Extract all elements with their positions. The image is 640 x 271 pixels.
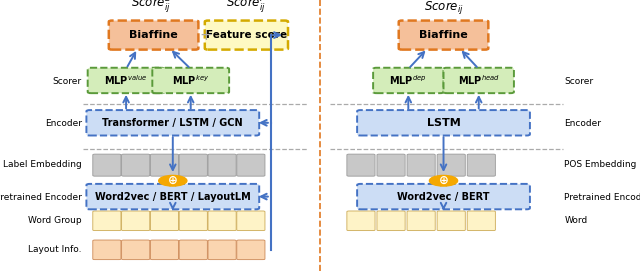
Text: MLP$^{\mathit{key}}$: MLP$^{\mathit{key}}$ <box>172 73 209 87</box>
Text: Label Embedding: Label Embedding <box>3 160 82 169</box>
FancyBboxPatch shape <box>347 211 375 231</box>
FancyBboxPatch shape <box>88 68 164 93</box>
Text: Encoder: Encoder <box>45 119 82 128</box>
Text: Scorer: Scorer <box>52 77 82 86</box>
FancyBboxPatch shape <box>179 211 207 231</box>
FancyBboxPatch shape <box>150 240 179 260</box>
Text: Encoder: Encoder <box>564 119 602 128</box>
FancyBboxPatch shape <box>122 240 150 260</box>
FancyBboxPatch shape <box>407 211 435 231</box>
Text: Feature score: Feature score <box>206 30 287 40</box>
FancyBboxPatch shape <box>444 68 514 93</box>
Text: $\mathit{Score}_{ij}$: $\mathit{Score}_{ij}$ <box>424 0 463 16</box>
FancyBboxPatch shape <box>357 184 530 209</box>
Text: MLP$^{\mathit{head}}$: MLP$^{\mathit{head}}$ <box>458 73 500 87</box>
Text: Layout Info.: Layout Info. <box>28 246 82 254</box>
FancyBboxPatch shape <box>377 211 405 231</box>
FancyBboxPatch shape <box>109 21 198 50</box>
FancyBboxPatch shape <box>437 154 465 176</box>
Text: Biaffine: Biaffine <box>129 30 178 40</box>
FancyBboxPatch shape <box>237 211 265 231</box>
FancyBboxPatch shape <box>122 154 150 176</box>
FancyBboxPatch shape <box>377 154 405 176</box>
FancyBboxPatch shape <box>208 211 236 231</box>
FancyBboxPatch shape <box>86 110 259 136</box>
FancyBboxPatch shape <box>86 184 259 209</box>
FancyBboxPatch shape <box>399 21 488 50</box>
FancyBboxPatch shape <box>93 154 121 176</box>
FancyBboxPatch shape <box>150 211 179 231</box>
Text: $\mathit{Score}^B_{ij}$: $\mathit{Score}^B_{ij}$ <box>131 0 172 16</box>
FancyBboxPatch shape <box>208 154 236 176</box>
FancyBboxPatch shape <box>205 21 288 50</box>
Text: Pretrained Encoder: Pretrained Encoder <box>564 193 640 202</box>
Text: Scorer: Scorer <box>564 77 594 86</box>
Text: $\mathit{Score}^F_{ij}$: $\mathit{Score}^F_{ij}$ <box>226 0 267 16</box>
FancyBboxPatch shape <box>93 211 121 231</box>
Text: Biaffine: Biaffine <box>419 30 468 40</box>
FancyBboxPatch shape <box>208 240 236 260</box>
FancyBboxPatch shape <box>407 154 435 176</box>
Circle shape <box>429 175 458 186</box>
FancyBboxPatch shape <box>150 154 179 176</box>
Text: Pretrained Encoder: Pretrained Encoder <box>0 193 82 202</box>
Text: MLP$^{\mathit{dep}}$: MLP$^{\mathit{dep}}$ <box>390 73 427 87</box>
FancyBboxPatch shape <box>467 211 495 231</box>
Text: ⊕: ⊕ <box>168 174 178 187</box>
FancyBboxPatch shape <box>122 211 150 231</box>
FancyBboxPatch shape <box>179 154 207 176</box>
FancyBboxPatch shape <box>237 154 265 176</box>
Text: Word2vec / BERT / LayoutLM: Word2vec / BERT / LayoutLM <box>95 192 251 202</box>
FancyBboxPatch shape <box>93 240 121 260</box>
Circle shape <box>159 175 187 186</box>
Text: Word2vec / BERT: Word2vec / BERT <box>397 192 490 202</box>
FancyBboxPatch shape <box>152 68 229 93</box>
Text: MLP$^{\mathit{value}}$: MLP$^{\mathit{value}}$ <box>104 73 148 87</box>
Text: Word Group: Word Group <box>28 217 82 225</box>
FancyBboxPatch shape <box>373 68 444 93</box>
Text: LSTM: LSTM <box>427 118 460 128</box>
Text: Transformer / LSTM / GCN: Transformer / LSTM / GCN <box>102 118 243 128</box>
FancyBboxPatch shape <box>357 110 530 136</box>
FancyBboxPatch shape <box>179 240 207 260</box>
Text: POS Embedding: POS Embedding <box>564 160 637 169</box>
Text: ⊕: ⊕ <box>438 174 449 187</box>
FancyBboxPatch shape <box>437 211 465 231</box>
FancyBboxPatch shape <box>347 154 375 176</box>
FancyBboxPatch shape <box>467 154 495 176</box>
Text: +: + <box>200 28 212 43</box>
FancyBboxPatch shape <box>237 240 265 260</box>
Text: Word: Word <box>564 217 588 225</box>
